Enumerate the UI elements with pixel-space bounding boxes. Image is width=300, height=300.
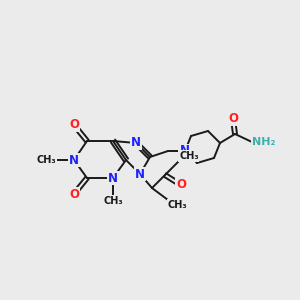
Text: N: N bbox=[135, 167, 145, 181]
Text: NH₂: NH₂ bbox=[252, 137, 275, 147]
Text: N: N bbox=[69, 154, 79, 166]
Text: O: O bbox=[69, 118, 79, 131]
Text: O: O bbox=[176, 178, 186, 191]
Text: CH₃: CH₃ bbox=[168, 200, 188, 210]
Text: CH₃: CH₃ bbox=[103, 196, 123, 206]
Text: CH₃: CH₃ bbox=[179, 151, 199, 161]
Text: N: N bbox=[180, 145, 190, 158]
Text: CH₃: CH₃ bbox=[36, 155, 56, 165]
Text: N: N bbox=[108, 172, 118, 184]
Text: N: N bbox=[131, 136, 141, 149]
Text: O: O bbox=[228, 112, 238, 125]
Text: O: O bbox=[69, 188, 79, 200]
